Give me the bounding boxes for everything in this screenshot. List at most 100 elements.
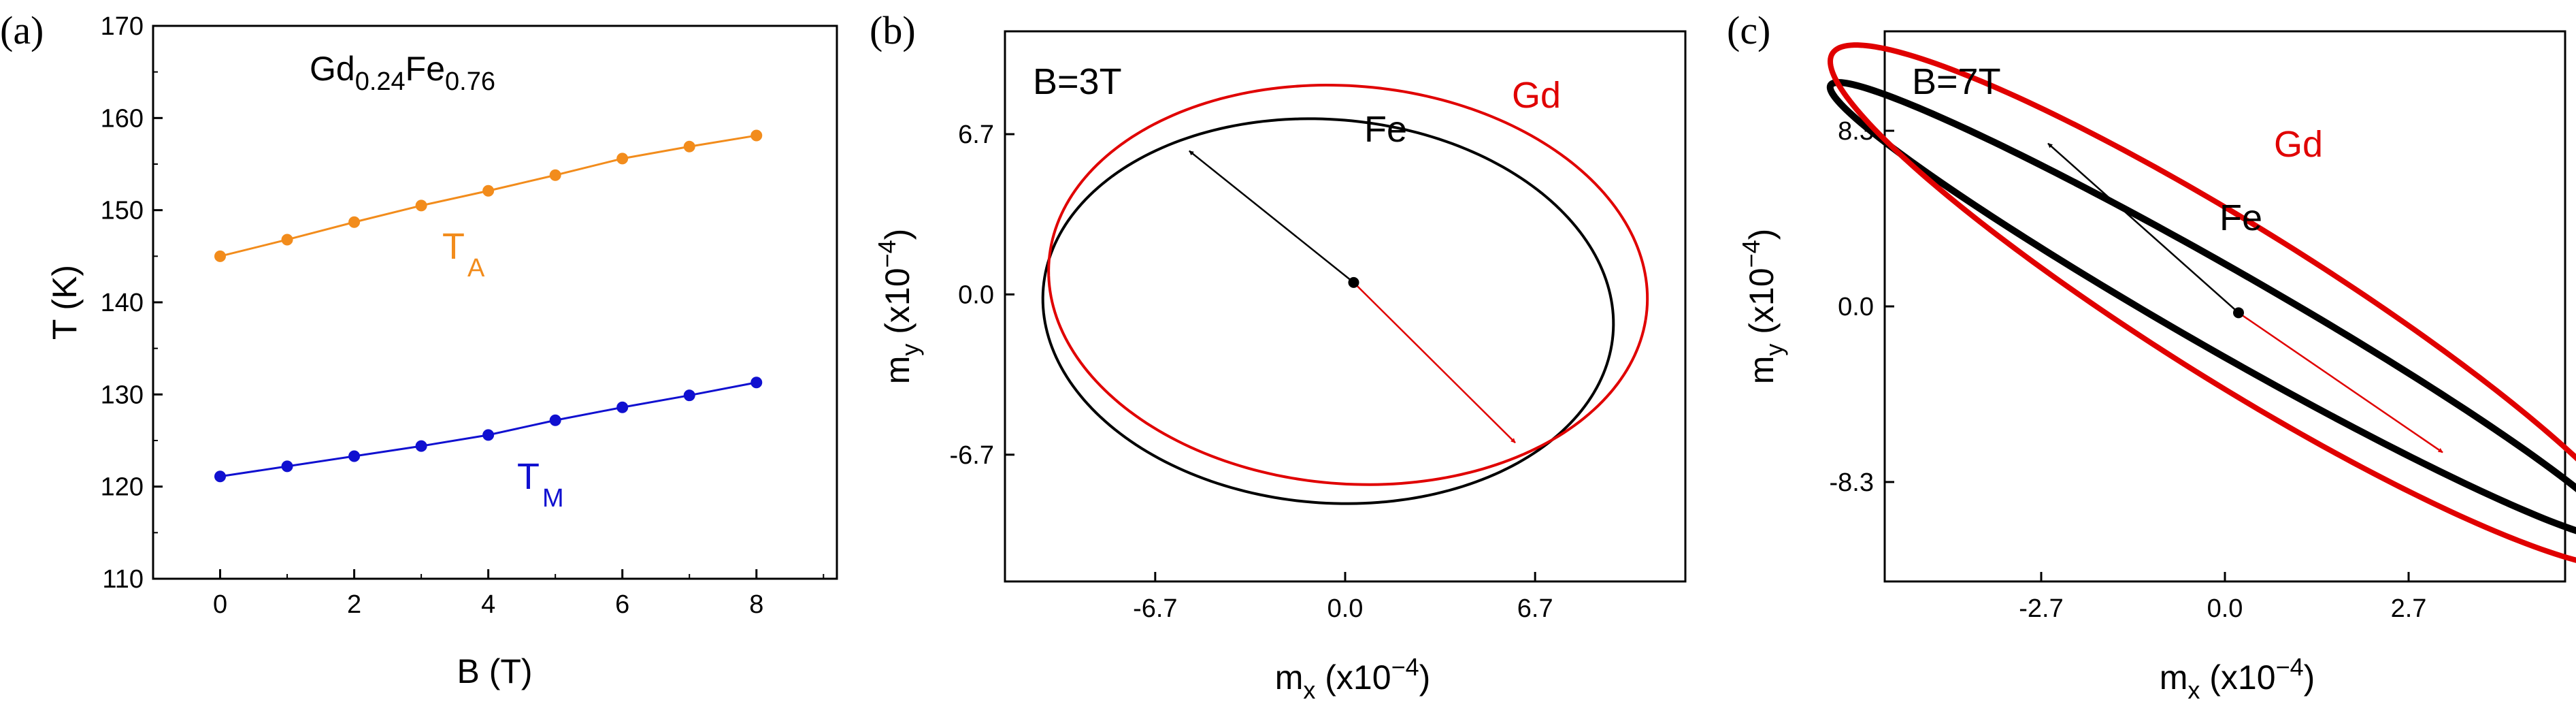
- y-axis-label-a: T (K): [46, 265, 84, 340]
- data-point-t_a: [482, 185, 495, 197]
- ta-main: T: [442, 226, 465, 267]
- xc-rest: (x10: [2200, 658, 2275, 697]
- xb-sup: −4: [1391, 653, 1419, 681]
- x-tick-label: 0.0: [2207, 594, 2243, 623]
- composition-fe: Fe: [406, 50, 445, 88]
- y-tick-label-a: 110: [102, 565, 144, 594]
- x-tick-label-a: 8: [749, 590, 763, 619]
- data-point-t_m: [214, 470, 227, 483]
- x-axis-label-c: mx (x10−4): [2160, 653, 2315, 704]
- x-tick-label: 6.7: [1517, 594, 1553, 623]
- y-tick-label: -8.3: [1830, 468, 1874, 497]
- data-point-t_a: [348, 216, 361, 228]
- ticks-b: -6.7 0.0 6.7 -6.7 0.0 6.7: [950, 121, 1553, 623]
- plot-frame-a: [152, 25, 838, 580]
- ticks-c: -2.7 0.0 2.7-8.30.08.3: [1830, 117, 2427, 623]
- x-tick-label: 0.0: [1327, 594, 1364, 623]
- plot-frame-b: [1004, 30, 1687, 583]
- panel-c: -2.7 0.0 2.7-8.30.08.3 B=7T Gd Fe mx (x10−…: [1737, 30, 2576, 704]
- y-tick-label-a: 170: [101, 12, 144, 41]
- data-point-t_m: [281, 460, 293, 473]
- data-point-t_m: [549, 414, 561, 426]
- trajectory-gd: [1047, 84, 1649, 486]
- series-label-ta: TA: [442, 226, 485, 283]
- y-tick-label-a: 140: [101, 289, 144, 317]
- y-axis-label-b: my (x10−4): [873, 229, 924, 385]
- composition-annotation: Gd0.24Fe0.76: [310, 50, 495, 96]
- y-axis-label-c: my (x10−4): [1737, 229, 1788, 385]
- y-ticks-a: 110 120 130 140 150 160 170: [101, 12, 163, 594]
- x-tick-label-a: 6: [615, 590, 629, 619]
- xc-main: m: [2160, 658, 2188, 697]
- xb-sub: x: [1303, 676, 1315, 704]
- x-ticks-a: 0 2 4 6 8: [152, 569, 825, 619]
- xc-sup: −4: [2276, 653, 2304, 681]
- tm-main: T: [517, 456, 540, 497]
- panel-b: -6.7 0.0 6.7-6.70.06.7 B=3T Gd Fe mx (x10−…: [873, 30, 1687, 704]
- xb-close: ): [1419, 658, 1431, 697]
- x-tick-label-a: 0: [213, 590, 227, 619]
- origin-point: [2233, 307, 2244, 319]
- x-axis-label-b: mx (x10−4): [1275, 653, 1431, 704]
- data-point-t_m: [348, 450, 361, 462]
- xb-rest: (x10: [1315, 658, 1391, 697]
- series-c: [1826, 42, 2576, 563]
- composition-gd: Gd: [310, 50, 355, 88]
- y-tick-label-a: 150: [101, 197, 144, 225]
- data-point-t_m: [415, 440, 427, 452]
- moment-vector-fe: [1189, 150, 1355, 283]
- data-point-t_a: [549, 169, 561, 181]
- x-tick-label: 2.7: [2391, 594, 2427, 623]
- tm-sub: M: [542, 484, 564, 513]
- data-point-t_a: [616, 153, 629, 165]
- y-tick-label-a: 130: [101, 381, 144, 409]
- series-label-gd-b: Gd: [1512, 75, 1561, 116]
- data-point-t_a: [415, 199, 427, 212]
- panel-label-c: (c): [1727, 8, 1770, 52]
- xc-close: ): [2304, 658, 2315, 697]
- y-tick-label-a: 160: [101, 104, 144, 133]
- yb-main: m: [878, 356, 917, 385]
- y-tick-label-a: 120: [101, 473, 144, 502]
- plot-frame-c: [1883, 30, 2566, 583]
- yc-main: m: [1743, 356, 1781, 385]
- y-tick-label: 6.7: [958, 121, 994, 149]
- data-point-t_m: [616, 401, 629, 413]
- field-label-c: B=7T: [1912, 61, 2001, 102]
- panel-label-a: (a): [0, 8, 44, 52]
- data-point-t_a: [214, 250, 227, 262]
- yc-sub: y: [1760, 344, 1788, 356]
- data-point-t_a: [683, 140, 695, 153]
- yc-sup: −4: [1737, 240, 1765, 268]
- xc-sub: x: [2187, 676, 2200, 704]
- series-a: [214, 129, 763, 483]
- series-label-gd-c: Gd: [2274, 124, 2323, 165]
- data-point-t_m: [750, 377, 763, 389]
- series-label-fe-c: Fe: [2219, 197, 2262, 238]
- xb-main: m: [1275, 658, 1304, 697]
- series-label-fe-b: Fe: [1364, 109, 1407, 150]
- moment-vector-gd: [2238, 312, 2443, 453]
- trajectory-fe: [1826, 79, 2576, 534]
- yc-close: ): [1743, 229, 1781, 240]
- x-tick-label: -2.7: [2019, 594, 2063, 623]
- moment-vector-gd: [1353, 281, 1516, 444]
- composition-gd-sub: 0.24: [355, 67, 406, 96]
- yb-close: ): [878, 229, 917, 240]
- yb-sup: −4: [873, 240, 901, 268]
- field-label-b: B=3T: [1033, 61, 1122, 102]
- y-tick-label: 0.0: [958, 281, 994, 309]
- x-tick-label: -6.7: [1133, 594, 1177, 623]
- series-b: [1041, 84, 1649, 505]
- series-label-tm: TM: [517, 456, 564, 513]
- data-point-t_a: [750, 129, 763, 142]
- y-tick-label: -6.7: [950, 441, 994, 470]
- data-point-t_m: [683, 389, 695, 402]
- trajectory-fe: [1041, 117, 1615, 505]
- y-tick-label: 0.0: [1838, 293, 1874, 321]
- ta-sub: A: [467, 254, 485, 283]
- yc-rest: (x10: [1743, 268, 1781, 343]
- x-tick-label-a: 4: [481, 590, 495, 619]
